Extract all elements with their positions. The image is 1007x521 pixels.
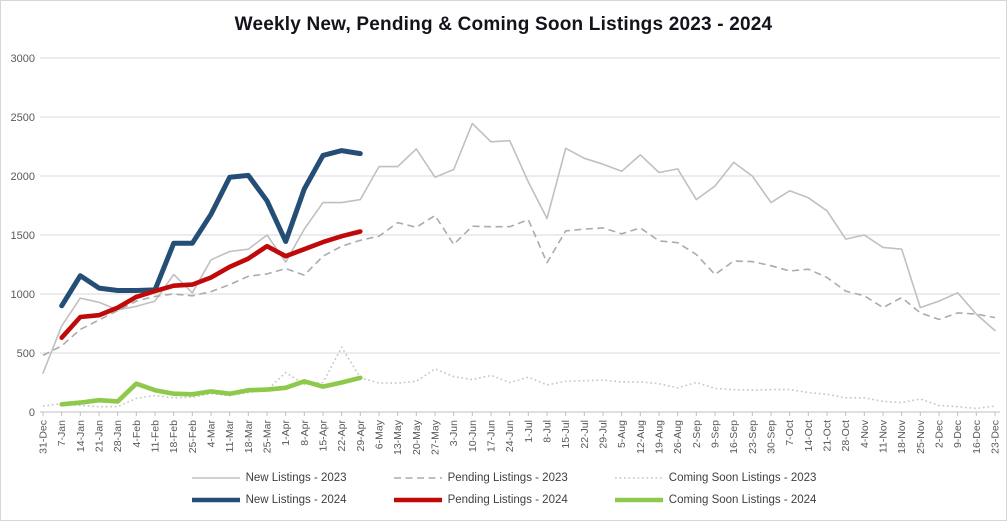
series-line-new-listings-2023[interactable]: [42, 122, 996, 374]
y-tick-label: 2000: [11, 171, 35, 183]
x-tick-label: 13-May: [392, 419, 404, 455]
y-tick-label: 1000: [11, 289, 35, 301]
legend-label: New Listings - 2024: [245, 494, 347, 506]
x-tick-label: 12-Aug: [635, 420, 647, 454]
y-tick-label: 2500: [11, 112, 35, 124]
legend-line-sample: [614, 477, 663, 479]
x-tick-label: 5-Aug: [616, 420, 628, 448]
series-line-new-listings-2024[interactable]: [59, 148, 363, 309]
x-tick-label: 8-Jul: [542, 420, 554, 443]
x-tick-label: 9-Dec: [952, 420, 964, 448]
gridlines: [40, 57, 1000, 413]
legend-line-sample: [191, 477, 240, 479]
x-tick-label: 22-Apr: [336, 419, 348, 451]
legend-item-new-listings-2024[interactable]: New Listings - 2024: [191, 494, 347, 506]
legend-item-pending-listings-2024[interactable]: Pending Listings - 2024: [393, 494, 568, 506]
y-tick-label: 0: [29, 407, 35, 419]
legend-item-coming-soon-listings-2024[interactable]: Coming Soon Listings - 2024: [614, 494, 817, 506]
x-tick-label: 18-Feb: [168, 420, 180, 453]
legend-line-sample: [393, 497, 442, 503]
x-tick-label: 2-Sep: [691, 420, 703, 448]
legend-line-sample: [614, 497, 663, 503]
legend: New Listings - 2023 Pending Listings - 20…: [1, 467, 1006, 511]
x-tick-label: 21-Jan: [94, 420, 106, 452]
x-tick-label: 2-Dec: [934, 420, 946, 448]
legend-label: New Listings - 2023: [245, 472, 347, 484]
x-tick-label: 4-Nov: [859, 419, 871, 448]
x-axis-labels: 31-Dec 7-Jan 14-Jan 21-Jan 28-Jan 4-Feb 11-Feb…: [38, 412, 1002, 455]
x-tick-label: 15-Apr: [318, 419, 330, 451]
plot-area: 0 500 1000 1500 2000 2500 3000 31-Dec 7-Jan 14-Ja…: [11, 53, 1002, 455]
x-tick-label: 28-Jan: [112, 420, 124, 452]
x-tick-label: 23-Dec: [990, 420, 1002, 454]
x-tick-label: 18-Nov: [896, 419, 908, 454]
x-tick-label: 31-Dec: [38, 420, 50, 454]
x-tick-label: 30-Sep: [766, 420, 778, 454]
series-line-coming-soon-listings-2024[interactable]: [59, 375, 363, 407]
x-tick-label: 23-Sep: [747, 420, 759, 454]
x-tick-label: 29-Jul: [598, 420, 610, 449]
series-line-coming-soon-listings-2023[interactable]: [42, 346, 996, 410]
series-line-pending-listings-2023[interactable]: [42, 214, 996, 357]
x-tick-label: 27-May: [430, 419, 442, 455]
legend-label: Pending Listings - 2023: [447, 472, 568, 484]
y-tick-label: 500: [17, 348, 35, 360]
x-tick-label: 11-Nov: [878, 419, 890, 453]
y-tick-label: 1500: [11, 230, 35, 242]
x-tick-label: 1-Apr: [280, 420, 292, 446]
x-tick-label: 19-Aug: [654, 420, 666, 454]
x-tick-label: 25-Feb: [187, 420, 199, 453]
legend-line-sample: [393, 477, 442, 479]
x-tick-label: 25-Nov: [915, 419, 927, 454]
x-tick-label: 7-Oct: [784, 420, 796, 446]
legend-row: New Listings - 2024 Pending Listings - 20…: [1, 489, 1006, 511]
x-tick-label: 28-Oct: [840, 420, 852, 452]
x-tick-label: 11-Mar: [224, 420, 236, 453]
x-tick-label: 4-Feb: [131, 420, 143, 448]
x-tick-label: 24-Jun: [504, 420, 516, 452]
legend-label: Pending Listings - 2024: [447, 494, 568, 506]
legend-item-coming-soon-listings-2023[interactable]: Coming Soon Listings - 2023: [614, 472, 817, 484]
x-tick-label: 15-Jul: [560, 420, 572, 449]
y-axis-labels: 0 500 1000 1500 2000 2500 3000: [11, 53, 35, 419]
x-tick-label: 25-Mar: [262, 420, 274, 454]
legend-item-new-listings-2023[interactable]: New Listings - 2023: [191, 472, 347, 484]
x-tick-label: 3-Jun: [448, 420, 460, 446]
x-tick-label: 4-Mar: [206, 419, 218, 447]
series-line-pending-listings-2024[interactable]: [59, 229, 363, 340]
x-tick-label: 16-Dec: [971, 420, 983, 454]
x-tick-label: 17-Jun: [486, 420, 498, 452]
x-tick-label: 6-May: [374, 419, 386, 449]
x-tick-label: 14-Jan: [75, 420, 87, 452]
x-tick-label: 14-Oct: [803, 420, 815, 452]
y-tick-label: 3000: [11, 53, 35, 65]
x-tick-label: 22-Jul: [579, 420, 591, 449]
chart-title: Weekly New, Pending & Coming Soon Listin…: [234, 14, 773, 35]
x-tick-label: 26-Aug: [672, 420, 684, 454]
x-tick-label: 11-Feb: [150, 420, 162, 453]
legend-label: Coming Soon Listings - 2024: [668, 494, 817, 506]
x-tick-label: 29-Apr: [355, 419, 367, 451]
x-tick-label: 20-May: [411, 419, 423, 455]
legend-line-sample: [191, 497, 240, 503]
x-tick-label: 18-Mar: [243, 420, 255, 454]
x-tick-label: 16-Sep: [728, 420, 740, 454]
legend-item-pending-listings-2023[interactable]: Pending Listings - 2023: [393, 472, 568, 484]
x-tick-label: 10-Jun: [467, 420, 479, 452]
x-tick-label: 7-Jan: [56, 420, 68, 446]
legend-row: New Listings - 2023 Pending Listings - 20…: [1, 467, 1006, 489]
x-tick-label: 9-Sep: [710, 420, 722, 448]
x-tick-label: 21-Oct: [822, 420, 834, 452]
x-tick-label: 1-Jul: [523, 420, 535, 443]
legend-label: Coming Soon Listings - 2023: [668, 472, 817, 484]
x-tick-label: 8-Apr: [299, 420, 311, 446]
